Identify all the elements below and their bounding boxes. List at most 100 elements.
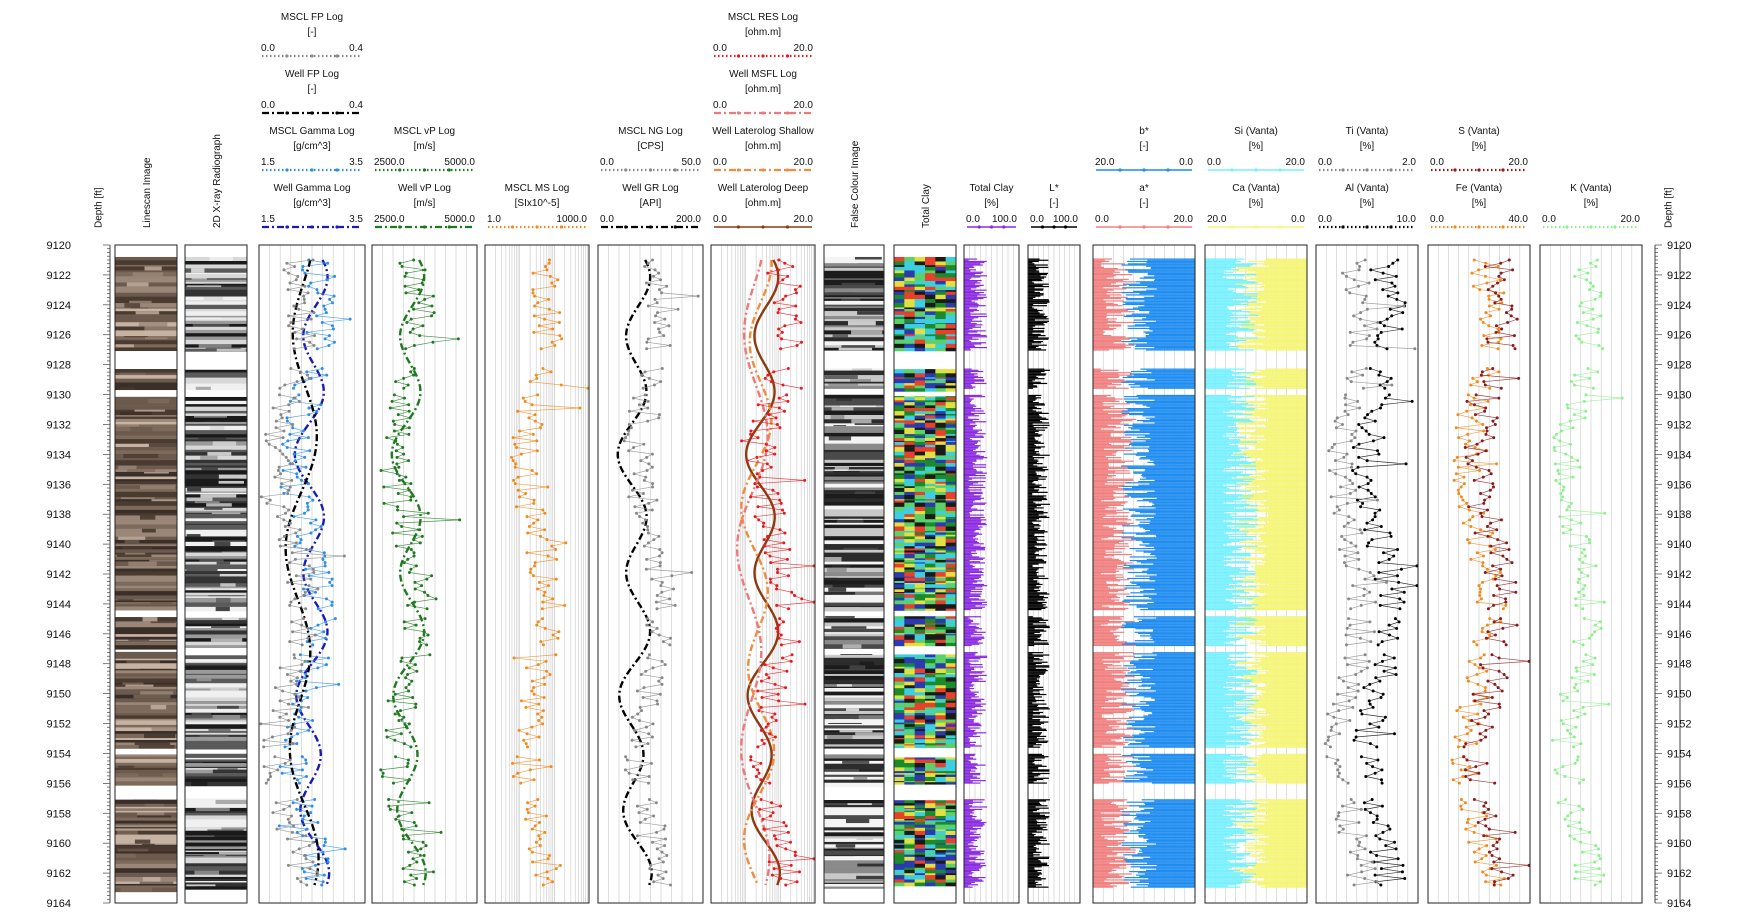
fill-sample xyxy=(1205,617,1252,619)
fill-sample xyxy=(1136,666,1195,668)
fill-sample xyxy=(964,510,972,513)
fill-sample xyxy=(1259,732,1307,734)
fill-sample xyxy=(1028,563,1039,565)
fill-sample xyxy=(964,461,973,464)
fill-sample xyxy=(1237,428,1307,430)
fill-sample xyxy=(1205,809,1225,812)
fill-sample xyxy=(964,629,975,631)
fill-sample xyxy=(964,855,970,857)
curve-name: Fe (Vanta) xyxy=(1456,183,1503,194)
fill-sample xyxy=(1205,488,1230,490)
fill-sample xyxy=(964,681,973,684)
fill-sample xyxy=(1205,501,1247,503)
fill-sample xyxy=(1093,674,1135,676)
fill-sample xyxy=(1205,763,1248,765)
fill-sample xyxy=(1205,850,1238,852)
depth-tick-label: 9128 xyxy=(1667,360,1691,372)
fill-sample xyxy=(1093,396,1107,398)
fill-sample xyxy=(1093,545,1130,547)
fill-sample xyxy=(1028,678,1037,680)
fill-sample xyxy=(964,622,972,624)
fill-sample xyxy=(1129,661,1195,663)
fill-sample xyxy=(964,430,979,432)
fill-sample xyxy=(1264,324,1307,326)
fill-sample xyxy=(1205,698,1244,700)
fill-sample xyxy=(964,528,981,531)
curve-header: b*[-]20.0 0.0 xyxy=(1095,126,1193,172)
fill-sample xyxy=(1264,817,1307,819)
fill-sample xyxy=(1028,715,1046,717)
fill-sample xyxy=(1093,850,1113,852)
fill-sample xyxy=(1205,497,1251,499)
fill-sample xyxy=(1205,295,1258,297)
depth-tick-label: 9122 xyxy=(47,270,71,282)
fill-sample xyxy=(964,300,972,302)
fill-sample xyxy=(964,324,983,326)
fill-sample xyxy=(1028,725,1033,727)
fill-sample xyxy=(1233,697,1307,699)
fill-sample xyxy=(1154,658,1195,660)
fill-sample xyxy=(1254,430,1307,432)
fill-sample xyxy=(1028,259,1049,261)
fill-sample xyxy=(1205,831,1244,833)
data-point xyxy=(264,781,268,785)
fill-sample xyxy=(1028,373,1047,375)
fill-sample xyxy=(1254,591,1307,593)
fill-sample xyxy=(1246,707,1307,709)
fill-sample xyxy=(1266,711,1307,714)
depth-axis: 9120912291249126912891309132913491369138… xyxy=(47,240,111,910)
fill-sample xyxy=(1127,577,1195,580)
depth-tick-label: 9124 xyxy=(1667,300,1691,312)
depth-tick-label: 9154 xyxy=(47,748,71,760)
fill-sample xyxy=(1244,666,1307,668)
fill-sample xyxy=(1028,668,1047,671)
fill-sample xyxy=(1205,668,1233,671)
fill-sample xyxy=(1028,430,1039,432)
fill-sample xyxy=(1249,374,1307,376)
fill-sample xyxy=(1121,537,1195,539)
fill-sample xyxy=(1121,689,1195,691)
data-point xyxy=(541,883,545,887)
fill-sample xyxy=(1205,568,1241,570)
fill-sample xyxy=(1205,265,1251,267)
fill-sample xyxy=(964,720,974,722)
fill-sample xyxy=(1028,509,1037,511)
fill-sample xyxy=(1250,601,1307,604)
fill-sample xyxy=(1205,685,1258,687)
fill-sample xyxy=(1139,478,1195,480)
fill-sample xyxy=(964,881,975,883)
depth-tick-label: 9134 xyxy=(1667,449,1691,461)
fill-sample xyxy=(1150,437,1195,440)
data-point xyxy=(297,781,301,785)
fill-sample xyxy=(964,827,982,830)
fill-sample xyxy=(1138,659,1195,661)
fill-sample xyxy=(1147,387,1195,389)
fill-sample xyxy=(964,746,971,748)
fill-sample xyxy=(1205,486,1228,489)
fill-sample xyxy=(1028,428,1036,430)
fill-sample xyxy=(964,270,971,272)
fill-sample xyxy=(1028,423,1033,425)
fill-sample xyxy=(1028,421,1043,423)
data-point xyxy=(1328,745,1332,749)
fill-sample xyxy=(1028,770,1050,772)
curve-unit: [%] xyxy=(1472,198,1487,209)
fill-sample xyxy=(964,808,983,810)
fill-sample xyxy=(1028,437,1035,440)
fill-sample xyxy=(964,326,982,328)
fill-sample xyxy=(1132,423,1195,425)
fill-sample xyxy=(1205,425,1228,428)
fill-sample xyxy=(964,417,969,419)
fill-sample xyxy=(1258,516,1307,519)
fill-sample xyxy=(1205,448,1240,450)
fill-sample xyxy=(1093,434,1111,436)
fill-sample xyxy=(1145,323,1195,325)
fill-sample xyxy=(1245,620,1307,623)
data-point xyxy=(1457,781,1461,785)
fill-sample xyxy=(1124,879,1195,881)
curve-legend-marker xyxy=(785,54,790,58)
fill-sample xyxy=(1093,503,1122,505)
fill-sample xyxy=(1028,716,1049,718)
fill-sample xyxy=(1028,541,1038,544)
curve-scale-max: 0.0 xyxy=(1291,214,1305,225)
